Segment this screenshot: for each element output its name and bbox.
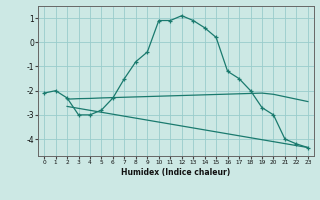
X-axis label: Humidex (Indice chaleur): Humidex (Indice chaleur) bbox=[121, 168, 231, 177]
